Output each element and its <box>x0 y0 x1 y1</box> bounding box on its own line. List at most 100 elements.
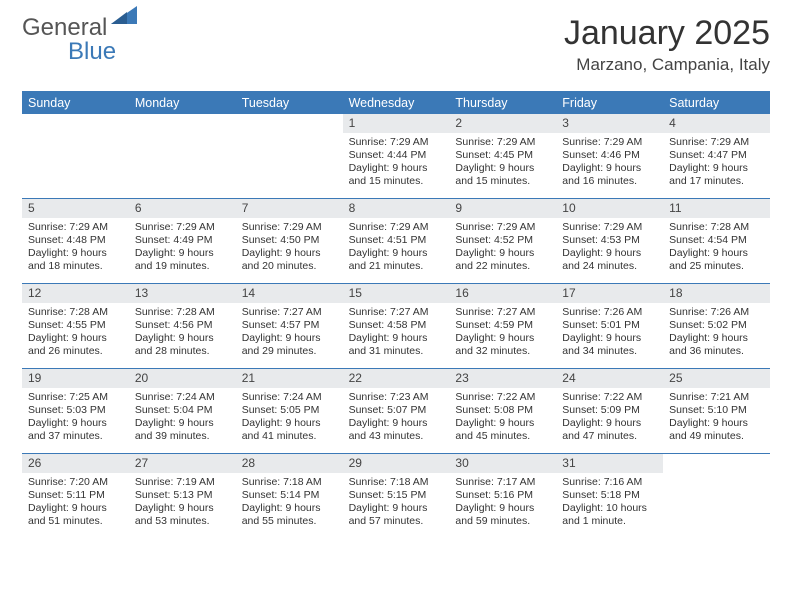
calendar-cell: 5 Sunrise: 7:29 AMSunset: 4:48 PMDaylight… <box>22 199 129 283</box>
day-body: Sunrise: 7:25 AMSunset: 5:03 PMDaylight:… <box>22 388 129 448</box>
daylight-line: Daylight: 9 hours and 18 minutes. <box>28 247 123 273</box>
day-number: 21 <box>236 369 343 388</box>
day-body: Sunrise: 7:29 AMSunset: 4:51 PMDaylight:… <box>343 218 450 278</box>
dayname-header: Tuesday <box>236 92 343 114</box>
sunset-line: Sunset: 5:03 PM <box>28 404 123 417</box>
sunset-line: Sunset: 5:07 PM <box>349 404 444 417</box>
day-body: Sunrise: 7:27 AMSunset: 4:59 PMDaylight:… <box>449 303 556 363</box>
calendar-cell: 25Sunrise: 7:21 AMSunset: 5:10 PMDayligh… <box>663 369 770 453</box>
sunrise-line: Sunrise: 7:29 AM <box>669 136 764 149</box>
day-body: Sunrise: 7:24 AMSunset: 5:05 PMDaylight:… <box>236 388 343 448</box>
sunset-line: Sunset: 5:04 PM <box>135 404 230 417</box>
sunrise-line: Sunrise: 7:24 AM <box>135 391 230 404</box>
day-number: 16 <box>449 284 556 303</box>
sunset-line: Sunset: 4:55 PM <box>28 319 123 332</box>
calendar-cell: 22Sunrise: 7:23 AMSunset: 5:07 PMDayligh… <box>343 369 450 453</box>
logo-triangle-icon <box>111 6 137 29</box>
header: General January 2025 Marzano, Campania, … <box>22 14 770 75</box>
sunset-line: Sunset: 4:48 PM <box>28 234 123 247</box>
sunset-line: Sunset: 4:59 PM <box>455 319 550 332</box>
daylight-line: Daylight: 9 hours and 22 minutes. <box>455 247 550 273</box>
day-number: 5 <box>22 199 129 218</box>
sunrise-line: Sunrise: 7:19 AM <box>135 476 230 489</box>
daylight-line: Daylight: 9 hours and 32 minutes. <box>455 332 550 358</box>
day-body: Sunrise: 7:29 AMSunset: 4:49 PMDaylight:… <box>129 218 236 278</box>
dayname-header: Saturday <box>663 92 770 114</box>
calendar-cell: 8Sunrise: 7:29 AMSunset: 4:51 PMDaylight… <box>343 199 450 283</box>
calendar-cell: 2Sunrise: 7:29 AMSunset: 4:45 PMDaylight… <box>449 114 556 198</box>
sunset-line: Sunset: 5:10 PM <box>669 404 764 417</box>
day-body: Sunrise: 7:29 AMSunset: 4:44 PMDaylight:… <box>343 133 450 193</box>
sunrise-line: Sunrise: 7:22 AM <box>562 391 657 404</box>
calendar-cell: 6Sunrise: 7:29 AMSunset: 4:49 PMDaylight… <box>129 199 236 283</box>
sunset-line: Sunset: 4:46 PM <box>562 149 657 162</box>
daylight-line: Daylight: 9 hours and 36 minutes. <box>669 332 764 358</box>
sunrise-line: Sunrise: 7:29 AM <box>562 221 657 234</box>
day-number: 3 <box>556 114 663 133</box>
sunrise-line: Sunrise: 7:20 AM <box>28 476 123 489</box>
day-number: 7 <box>236 199 343 218</box>
sunset-line: Sunset: 5:09 PM <box>562 404 657 417</box>
calendar-cell: 7Sunrise: 7:29 AMSunset: 4:50 PMDaylight… <box>236 199 343 283</box>
daylight-line: Daylight: 9 hours and 21 minutes. <box>349 247 444 273</box>
calendar-cell: 3Sunrise: 7:29 AMSunset: 4:46 PMDaylight… <box>556 114 663 198</box>
daylight-line: Daylight: 9 hours and 49 minutes. <box>669 417 764 443</box>
sunrise-line: Sunrise: 7:26 AM <box>562 306 657 319</box>
daylight-line: Daylight: 9 hours and 24 minutes. <box>562 247 657 273</box>
day-number: 22 <box>343 369 450 388</box>
calendar-cell: 1Sunrise: 7:29 AMSunset: 4:44 PMDaylight… <box>343 114 450 198</box>
day-number: 12 <box>22 284 129 303</box>
daylight-line: Daylight: 9 hours and 20 minutes. <box>242 247 337 273</box>
dayname-header: Wednesday <box>343 92 450 114</box>
daylight-line: Daylight: 9 hours and 51 minutes. <box>28 502 123 528</box>
daylight-line: Daylight: 9 hours and 45 minutes. <box>455 417 550 443</box>
dayname-header: Thursday <box>449 92 556 114</box>
calendar-cell: 16Sunrise: 7:27 AMSunset: 4:59 PMDayligh… <box>449 284 556 368</box>
calendar-week: 12Sunrise: 7:28 AMSunset: 4:55 PMDayligh… <box>22 284 770 369</box>
calendar-cell: 17Sunrise: 7:26 AMSunset: 5:01 PMDayligh… <box>556 284 663 368</box>
day-number: 13 <box>129 284 236 303</box>
sunset-line: Sunset: 5:16 PM <box>455 489 550 502</box>
day-body: Sunrise: 7:28 AMSunset: 4:55 PMDaylight:… <box>22 303 129 363</box>
sunset-line: Sunset: 4:51 PM <box>349 234 444 247</box>
calendar-cell: 14Sunrise: 7:27 AMSunset: 4:57 PMDayligh… <box>236 284 343 368</box>
daylight-line: Daylight: 9 hours and 28 minutes. <box>135 332 230 358</box>
calendar: SundayMondayTuesdayWednesdayThursdayFrid… <box>22 91 770 538</box>
sunrise-line: Sunrise: 7:29 AM <box>349 136 444 149</box>
day-body: Sunrise: 7:26 AMSunset: 5:01 PMDaylight:… <box>556 303 663 363</box>
day-body: Sunrise: 7:23 AMSunset: 5:07 PMDaylight:… <box>343 388 450 448</box>
day-body: Sunrise: 7:16 AMSunset: 5:18 PMDaylight:… <box>556 473 663 533</box>
sunset-line: Sunset: 5:14 PM <box>242 489 337 502</box>
sunset-line: Sunset: 5:08 PM <box>455 404 550 417</box>
day-number: 14 <box>236 284 343 303</box>
calendar-cell: 11Sunrise: 7:28 AMSunset: 4:54 PMDayligh… <box>663 199 770 283</box>
sunrise-line: Sunrise: 7:21 AM <box>669 391 764 404</box>
calendar-cell: 26Sunrise: 7:20 AMSunset: 5:11 PMDayligh… <box>22 454 129 538</box>
dayname-header: Monday <box>129 92 236 114</box>
sunrise-line: Sunrise: 7:18 AM <box>349 476 444 489</box>
day-number: 29 <box>343 454 450 473</box>
sunrise-line: Sunrise: 7:17 AM <box>455 476 550 489</box>
day-number: 31 <box>556 454 663 473</box>
sunrise-line: Sunrise: 7:22 AM <box>455 391 550 404</box>
sunset-line: Sunset: 5:18 PM <box>562 489 657 502</box>
day-body: Sunrise: 7:21 AMSunset: 5:10 PMDaylight:… <box>663 388 770 448</box>
calendar-cell: 19Sunrise: 7:25 AMSunset: 5:03 PMDayligh… <box>22 369 129 453</box>
sunrise-line: Sunrise: 7:27 AM <box>455 306 550 319</box>
daylight-line: Daylight: 9 hours and 17 minutes. <box>669 162 764 188</box>
calendar-cell: 18Sunrise: 7:26 AMSunset: 5:02 PMDayligh… <box>663 284 770 368</box>
daylight-line: Daylight: 9 hours and 43 minutes. <box>349 417 444 443</box>
day-body: Sunrise: 7:24 AMSunset: 5:04 PMDaylight:… <box>129 388 236 448</box>
calendar-week: 5Sunrise: 7:29 AMSunset: 4:48 PMDaylight… <box>22 199 770 284</box>
sunset-line: Sunset: 4:58 PM <box>349 319 444 332</box>
daylight-line: Daylight: 9 hours and 19 minutes. <box>135 247 230 273</box>
sunrise-line: Sunrise: 7:29 AM <box>28 221 123 234</box>
daylight-line: Daylight: 9 hours and 25 minutes. <box>669 247 764 273</box>
calendar-cell: 27Sunrise: 7:19 AMSunset: 5:13 PMDayligh… <box>129 454 236 538</box>
day-body: Sunrise: 7:29 AMSunset: 4:45 PMDaylight:… <box>449 133 556 193</box>
dayname-header: Friday <box>556 92 663 114</box>
day-number: 26 <box>22 454 129 473</box>
day-body: Sunrise: 7:28 AMSunset: 4:56 PMDaylight:… <box>129 303 236 363</box>
logo-text-blue: Blue <box>68 38 116 66</box>
day-number: 24 <box>556 369 663 388</box>
